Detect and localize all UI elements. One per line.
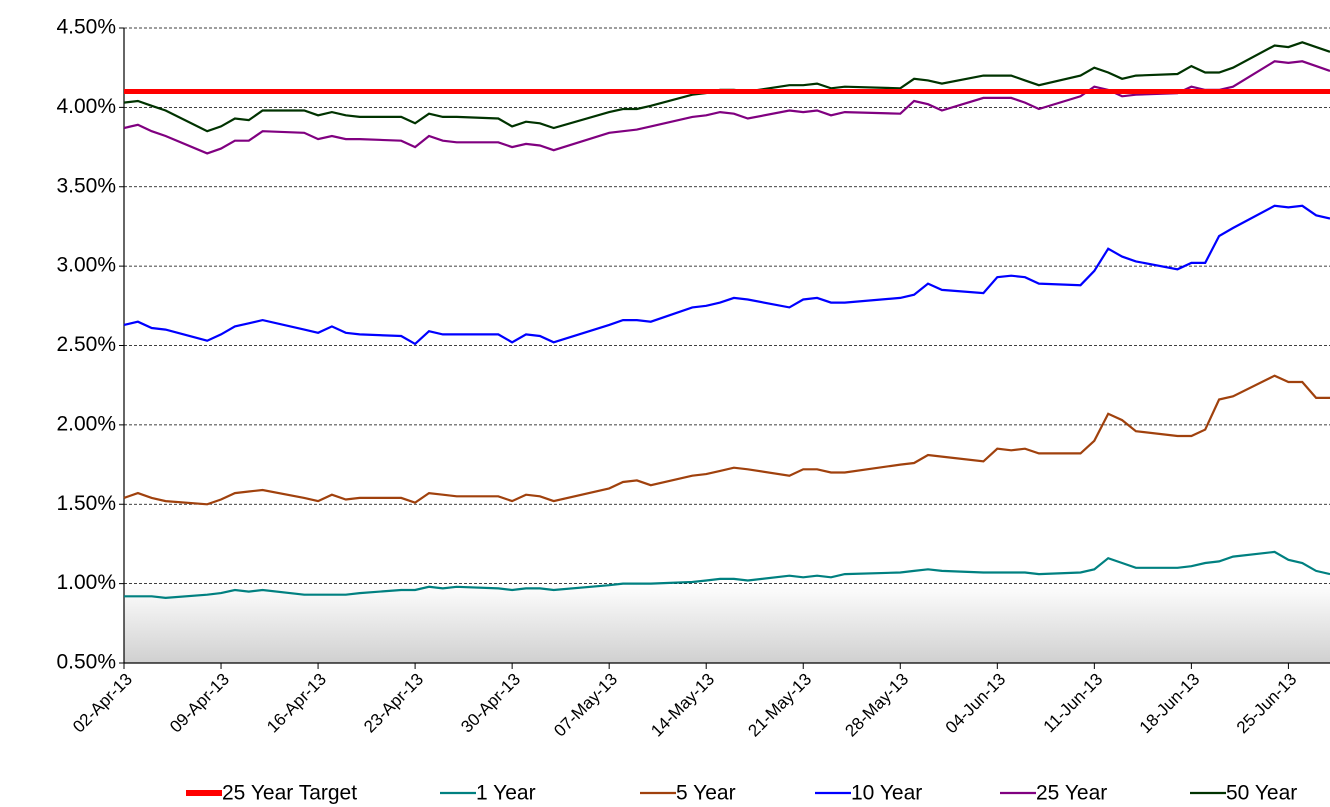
y-tick-label: 3.00%: [56, 254, 116, 277]
y-tick-label: 4.00%: [56, 95, 116, 118]
legend-label: 50 Year: [1226, 782, 1297, 805]
x-tick-label: 07-May-13: [550, 670, 621, 741]
legend-label: 1 Year: [476, 782, 536, 805]
legend-label: 25 Year: [1036, 782, 1107, 805]
legend-label: 10 Year: [851, 782, 922, 805]
shaded-band: [124, 583, 1330, 663]
x-tick-label: 25-Jun-13: [1233, 670, 1301, 738]
x-tick-label: 02-Apr-13: [69, 670, 136, 737]
y-tick-label: 1.50%: [56, 492, 116, 515]
series-line: [123, 204, 1330, 346]
x-tick-label: 16-Apr-13: [263, 670, 330, 737]
x-tick-label: 23-Apr-13: [360, 670, 427, 737]
x-tick-label: 30-Apr-13: [457, 670, 524, 737]
y-tick-label: 2.00%: [56, 412, 116, 435]
x-tick-label: 04-Jun-13: [942, 670, 1010, 738]
y-tick-label: 2.50%: [56, 333, 116, 356]
y-tick-label: 1.00%: [56, 571, 116, 594]
series-line: [124, 550, 1330, 600]
legend-label: 5 Year: [676, 782, 736, 805]
x-tick-label: 09-Apr-13: [166, 670, 233, 737]
y-tick-label: 3.50%: [56, 174, 116, 197]
series-line: [123, 41, 1330, 133]
x-tick-label: 11-Jun-13: [1040, 670, 1107, 737]
legend-label: 25 Year Target: [222, 782, 357, 805]
series-line: [123, 374, 1330, 506]
x-tick-label: 14-May-13: [647, 670, 718, 741]
y-tick-label: 4.50%: [56, 16, 116, 39]
x-tick-label: 18-Jun-13: [1136, 670, 1204, 738]
series-line: [123, 60, 1330, 155]
x-tick-label: 28-May-13: [841, 670, 912, 741]
y-tick-label: 0.50%: [56, 651, 116, 674]
x-tick-label: 21-May-13: [744, 670, 815, 741]
